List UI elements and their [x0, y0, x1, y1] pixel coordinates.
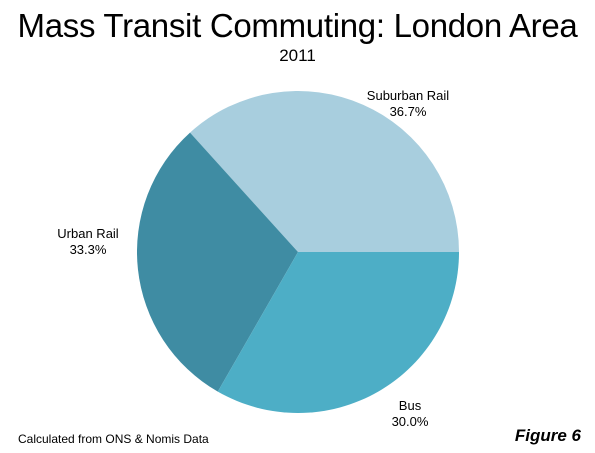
source-note: Calculated from ONS & Nomis Data	[18, 432, 209, 446]
pie-slice-urban-rail	[217, 252, 459, 413]
slice-label: Urban Rail	[57, 226, 119, 241]
slice-label: Bus	[399, 398, 422, 413]
pie-slice-bus	[137, 132, 298, 392]
chart-title: Mass Transit Commuting: London Area	[17, 7, 578, 44]
pie-slice-suburban-rail	[190, 91, 459, 253]
figure-label: Figure 6	[514, 426, 581, 445]
slice-value-label: 36.7%	[390, 104, 427, 119]
slice-value-label: 33.3%	[70, 242, 107, 257]
chart-subtitle: 2011	[279, 46, 316, 65]
slice-label: Suburban Rail	[367, 88, 449, 103]
slice-value-label: 30.0%	[392, 414, 429, 429]
